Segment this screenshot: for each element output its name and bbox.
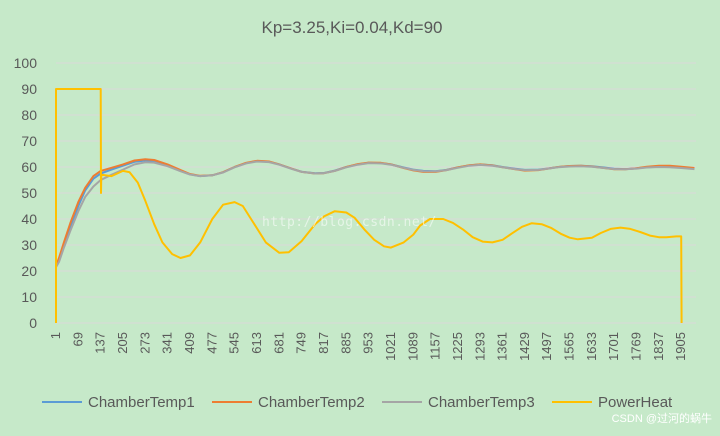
y-tick-label: 20 xyxy=(21,263,37,279)
x-tick-label: 1293 xyxy=(472,332,487,361)
series-line-chambertemp1 xyxy=(55,159,695,267)
y-tick-label: 90 xyxy=(21,81,37,97)
y-tick-label: 40 xyxy=(21,211,37,227)
y-tick-label: 60 xyxy=(21,159,37,175)
x-tick-label: 137 xyxy=(93,332,108,354)
x-tick-label: 1837 xyxy=(651,332,666,361)
x-tick-label: 1429 xyxy=(517,332,532,361)
x-tick-label: 1769 xyxy=(629,332,644,361)
x-tick-label: 409 xyxy=(182,332,197,354)
y-tick-label: 50 xyxy=(21,185,37,201)
legend-item-powerheat: PowerHeat xyxy=(552,394,673,411)
y-tick-label: 10 xyxy=(21,289,37,305)
series-line-chambertemp2 xyxy=(55,158,695,267)
y-tick-label: 70 xyxy=(21,133,37,149)
series-line-powerheat xyxy=(55,88,683,324)
legend-item-chambertemp3: ChamberTemp3 xyxy=(382,394,535,411)
legend-item-chambertemp1: ChamberTemp1 xyxy=(42,394,195,411)
watermark-text: http://blog.csdn.net/ xyxy=(262,215,437,230)
x-tick-label: 1497 xyxy=(539,332,554,361)
legend: ChamberTemp1 ChamberTemp2 ChamberTemp3 Powe… xyxy=(42,394,673,411)
x-tick-label: 1701 xyxy=(606,332,621,361)
grid-lines xyxy=(56,62,696,324)
series-line-chambertemp3 xyxy=(55,160,695,268)
x-tick-label: 477 xyxy=(204,332,219,354)
x-tick-label: 1633 xyxy=(584,332,599,361)
plot-series xyxy=(55,88,695,324)
x-tick-label: 205 xyxy=(115,332,130,354)
x-tick-label: 749 xyxy=(294,332,309,354)
source-credit: CSDN @过河的蜗牛 xyxy=(611,413,712,425)
y-tick-label: 30 xyxy=(21,237,37,253)
x-tick-label: 1361 xyxy=(495,332,510,361)
y-tick-label: 80 xyxy=(21,107,37,123)
chart-title: Kp=3.25,Ki=0.04,Kd=90 xyxy=(261,18,442,37)
x-tick-label: 1905 xyxy=(673,332,688,361)
x-tick-label: 681 xyxy=(271,332,286,354)
legend-item-chambertemp2: ChamberTemp2 xyxy=(212,394,365,411)
x-tick-label: 1 xyxy=(48,332,63,339)
x-tick-label: 69 xyxy=(70,332,85,346)
x-tick-label: 273 xyxy=(137,332,152,354)
legend-label: ChamberTemp1 xyxy=(88,394,195,411)
legend-label: ChamberTemp3 xyxy=(428,394,535,411)
x-tick-label: 817 xyxy=(316,332,331,354)
y-tick-label: 0 xyxy=(29,315,37,331)
x-tick-label: 1021 xyxy=(383,332,398,361)
legend-label: PowerHeat xyxy=(598,394,673,411)
x-tick-label: 1225 xyxy=(450,332,465,361)
x-tick-label: 613 xyxy=(249,332,264,354)
x-axis: 1 69 137 205 273 341 409 477 545 613 681 749 817 885 9… xyxy=(48,322,696,361)
x-tick-label: 341 xyxy=(160,332,175,354)
x-tick-label: 885 xyxy=(338,332,353,354)
x-tick-label: 1157 xyxy=(428,332,443,360)
x-tick-label: 545 xyxy=(227,332,242,354)
x-tick-label: 1565 xyxy=(562,332,577,361)
x-tick-label: 953 xyxy=(361,332,376,354)
legend-label: ChamberTemp2 xyxy=(258,394,365,411)
y-axis: 0 10 20 30 40 50 60 70 80 90 100 xyxy=(14,55,38,331)
x-tick-label: 1089 xyxy=(405,332,420,361)
y-tick-label: 100 xyxy=(14,55,38,71)
